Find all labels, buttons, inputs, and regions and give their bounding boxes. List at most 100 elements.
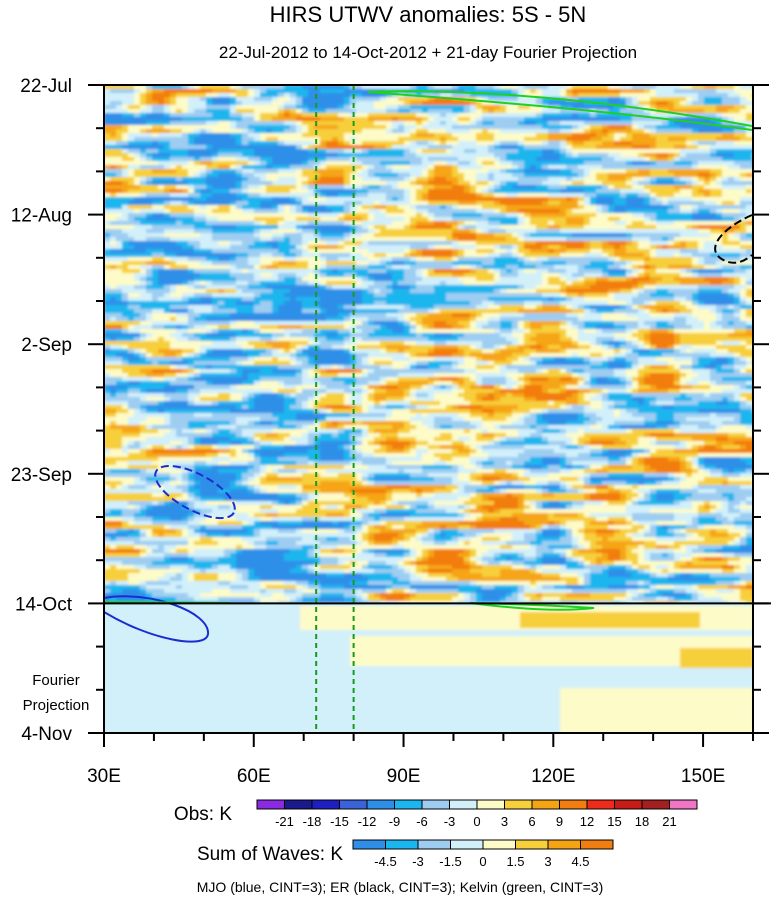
field-cell-830 (506, 113, 513, 118)
field-cell-3121 (518, 197, 525, 202)
field-cell-1220 (230, 129, 237, 134)
field-cell-1668 (302, 145, 309, 150)
field-cell-1201 (116, 129, 123, 134)
field-cell-745 (650, 109, 657, 114)
field-cell-3689 (656, 217, 663, 222)
field-cell-1400 (656, 133, 663, 138)
field-cell-1696 (470, 145, 477, 150)
field-cell-444 (152, 101, 159, 106)
field-cell-1733 (692, 145, 699, 150)
field-cell-1246 (386, 129, 393, 134)
field-cell-2 (116, 85, 123, 90)
field-cell-2123 (416, 161, 423, 166)
field-cell-1988 (260, 157, 267, 162)
field-cell-2887 (422, 189, 429, 194)
field-cell-2441 (362, 173, 369, 178)
field-cell-1365 (446, 133, 453, 138)
field-cell-2988 (374, 193, 381, 198)
field-cell-2865 (290, 189, 297, 194)
field-cell-556 (170, 105, 177, 110)
field-cell-429 (716, 97, 723, 102)
field-cell-2300 (170, 169, 177, 174)
field-cell-1156 (500, 125, 507, 130)
field-cell-110 (110, 89, 117, 94)
field-cell-1709 (548, 145, 555, 150)
field-cell-1648 (182, 145, 189, 150)
field-cell-1330 (236, 133, 243, 138)
field-cell-1174 (608, 125, 615, 130)
field-cell-875 (122, 117, 129, 122)
field-cell-547 (116, 105, 123, 110)
field-cell-2713 (686, 181, 693, 186)
field-cell-3435 (440, 209, 447, 214)
field-cell-3461 (596, 209, 603, 214)
field-cell-1821 (566, 149, 573, 154)
field-cell-3127 (554, 197, 561, 202)
field-cell-984 (122, 121, 129, 126)
field-cell-710 (440, 109, 447, 114)
field-cell-3320 (404, 205, 411, 210)
field-cell-1555 (278, 141, 285, 146)
field-cell-987 (140, 121, 147, 126)
field-cell-786 (242, 113, 249, 118)
field-cell-616 (530, 105, 537, 110)
field-cell-2171 (704, 161, 711, 166)
field-cell-3550 (476, 213, 483, 218)
field-cell-2382 (662, 169, 669, 174)
field-cell-2712 (680, 181, 687, 186)
field-cell-925 (422, 117, 429, 122)
field-cell-3247 (620, 201, 627, 206)
field-cell-1196 (740, 125, 747, 130)
field-cell-2775 (404, 185, 411, 190)
field-cell-1786 (356, 149, 363, 154)
field-cell-1540 (188, 141, 195, 146)
field-cell-368 (350, 97, 357, 102)
field-cell-1509 (656, 137, 663, 142)
field-cell-1720 (614, 145, 621, 150)
field-cell-2983 (344, 193, 351, 198)
field-cell-2649 (302, 181, 309, 186)
field-cell-1820 (560, 149, 567, 154)
field-cell-1924 (530, 153, 537, 158)
field-cell-2732 (146, 185, 153, 190)
field-cell-3313 (362, 205, 369, 210)
field-cell-662 (152, 109, 159, 114)
field-cell-2860 (260, 189, 267, 194)
field-cell-1122 (296, 125, 303, 130)
field-cell-2564 (446, 177, 453, 182)
field-cell-2344 (434, 169, 441, 174)
field-cell-1692 (446, 145, 453, 150)
field-cell-2364 (554, 169, 561, 174)
field-cell-1616 (644, 141, 651, 146)
field-cell-245 (266, 93, 273, 98)
field-cell-1685 (404, 145, 411, 150)
field-cell-1011 (284, 121, 291, 126)
field-cell-704 (404, 109, 411, 114)
field-cell-2328 (338, 169, 345, 174)
field-cell-2870 (320, 189, 327, 194)
field-cell-2294 (134, 169, 141, 174)
field-cell-2665 (398, 181, 405, 186)
field-cell-1222 (242, 129, 249, 134)
field-cell-1695 (464, 145, 471, 150)
field-cell-446 (164, 101, 171, 106)
field-cell-1758 (188, 149, 195, 154)
field-cell-3516 (272, 213, 279, 218)
field-cell-2667 (410, 181, 417, 186)
field-cell-3351 (590, 205, 597, 210)
field-cell-3617 (224, 217, 231, 222)
field-cell-667 (182, 109, 189, 114)
field-cell-3560 (536, 213, 543, 218)
field-cell-205 (680, 89, 687, 94)
field-cell-1953 (704, 153, 711, 158)
field-cell-31 (290, 85, 297, 90)
field-cell-465 (278, 101, 285, 106)
field-cell-602 (446, 105, 453, 110)
field-cell-1933 (584, 153, 591, 158)
field-cell-2745 (224, 185, 231, 190)
field-cell-2844 (164, 189, 171, 194)
field-cell-3452 (542, 209, 549, 214)
field-cell-2335 (380, 169, 387, 174)
field-cell-805 (356, 113, 363, 118)
field-cell-1176 (620, 125, 627, 130)
